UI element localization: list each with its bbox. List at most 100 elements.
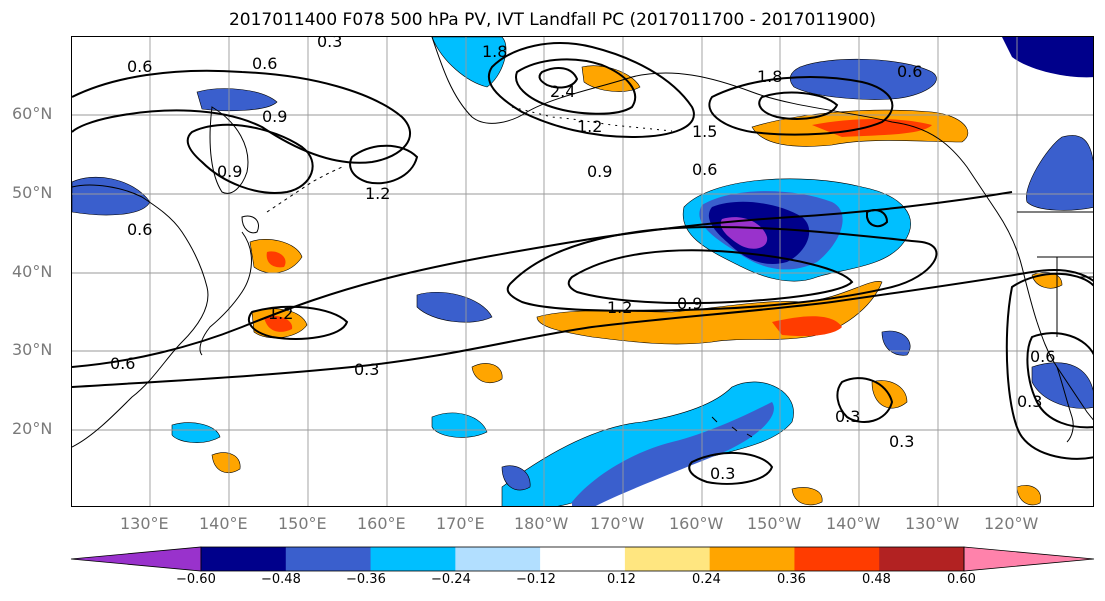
colorbar-tick-label: −0.48 bbox=[261, 572, 301, 587]
colorbar-segment bbox=[201, 547, 287, 571]
colorbar-segment-max bbox=[963, 546, 1095, 572]
contour-label: 0.9 bbox=[262, 107, 287, 126]
colorbar-tick-label: −0.12 bbox=[516, 572, 556, 587]
colorbar-tick-label: −0.24 bbox=[431, 572, 471, 587]
contour-label: 0.3 bbox=[354, 360, 379, 379]
contour-0.9-loop bbox=[506, 225, 938, 312]
contour-label: 1.8 bbox=[757, 67, 782, 86]
contour-label: 0.9 bbox=[677, 294, 702, 313]
border-states bbox=[1037, 256, 1093, 337]
lon-label-160w: 160°W bbox=[669, 514, 724, 533]
contour-north-swirl bbox=[487, 42, 695, 139]
map-panel: 0.3 0.6 0.6 0.9 1.8 2.4 1.2 1.8 1.5 0.6 … bbox=[71, 36, 1094, 507]
colorbar-tick-label: 0.60 bbox=[947, 572, 976, 587]
colorbar-segment bbox=[624, 547, 711, 571]
contour-alaska-ring bbox=[708, 76, 894, 136]
lon-label-150w: 150°W bbox=[747, 514, 802, 533]
neg-area-ne bbox=[1002, 37, 1093, 78]
pos-area-central-red bbox=[772, 316, 842, 337]
colorbar-segment bbox=[879, 547, 965, 571]
neg-area-west bbox=[72, 176, 151, 216]
contour-east-ring-inner bbox=[1026, 332, 1093, 429]
contour-label: 0.9 bbox=[587, 162, 612, 181]
contour-0.3-south bbox=[72, 269, 1093, 388]
contour-east-ring bbox=[1005, 272, 1093, 460]
coast-kurils bbox=[266, 166, 343, 213]
lon-label-130e: 130°E bbox=[120, 514, 169, 533]
coast-hawaii bbox=[711, 416, 753, 438]
contour-s-loop bbox=[688, 451, 774, 485]
pos-area-far-right bbox=[1016, 485, 1041, 506]
colorbar-segment bbox=[794, 547, 880, 571]
contour-label: 0.6 bbox=[897, 62, 922, 81]
contour-label: 0.3 bbox=[317, 37, 342, 51]
lat-label-20n: 20°N bbox=[12, 419, 53, 438]
lat-label-40n: 40°N bbox=[12, 262, 53, 281]
pos-area-north bbox=[581, 65, 641, 92]
colorbar-tick-label: 0.36 bbox=[777, 572, 806, 587]
colorbar-segments bbox=[70, 546, 1095, 572]
colorbar-segment bbox=[455, 547, 541, 571]
contour-label: 1.2 bbox=[577, 117, 602, 136]
pos-area-south-left bbox=[211, 452, 241, 473]
colorbar-tick-label: −0.36 bbox=[346, 572, 386, 587]
lat-label-30n: 30°N bbox=[12, 340, 53, 359]
neg-area-south-blob bbox=[501, 465, 531, 491]
pos-area-south-right bbox=[791, 487, 823, 506]
colorbar bbox=[70, 546, 1095, 572]
lon-label-170w: 170°W bbox=[590, 514, 645, 533]
contour-label: 0.9 bbox=[217, 162, 242, 181]
contour-label: 0.6 bbox=[127, 57, 152, 76]
neg-area-kuril bbox=[196, 88, 278, 112]
lon-label-140w: 140°W bbox=[826, 514, 881, 533]
colorbar-segment-min bbox=[70, 546, 202, 572]
contour-label: 0.6 bbox=[127, 220, 152, 239]
colorbar-segment bbox=[370, 547, 456, 571]
coast-hokkaido bbox=[241, 215, 259, 234]
contour-label: 0.6 bbox=[252, 54, 277, 73]
contour-label: 2.4 bbox=[550, 82, 575, 101]
neg-area-south-diag-mid bbox=[572, 402, 774, 506]
contour-west-0.9 bbox=[186, 123, 314, 194]
colorbar-segment bbox=[709, 547, 795, 571]
plot-title: 2017011400 F078 500 hPa PV, IVT Landfall… bbox=[228, 10, 876, 30]
lon-label-130w: 130°W bbox=[905, 514, 960, 533]
colorbar-segment bbox=[540, 547, 626, 571]
colorbar-tick-label: 0.12 bbox=[607, 572, 636, 587]
pos-area-japan-east-red bbox=[264, 315, 293, 332]
colorbar-outline bbox=[200, 546, 965, 572]
contour-label: 0.6 bbox=[110, 354, 135, 373]
contour-se-loop bbox=[836, 377, 894, 423]
contour-label: 0.6 bbox=[1030, 347, 1055, 366]
pos-area-japan-north-red bbox=[266, 251, 286, 268]
contour-label-layer: 0.3 0.6 0.6 0.9 1.8 2.4 1.2 1.8 1.5 0.6 … bbox=[110, 37, 1055, 483]
neg-area-alaska bbox=[789, 58, 937, 100]
neg-area-nw-coast bbox=[1026, 135, 1093, 211]
lat-label-60n: 60°N bbox=[12, 104, 53, 123]
contour-west-0.6 bbox=[72, 69, 412, 164]
contour-north-swirl-inner bbox=[515, 58, 637, 115]
contour-label: 0.6 bbox=[692, 160, 717, 179]
coast-kamchatka bbox=[209, 106, 249, 194]
lon-label-170e: 170°E bbox=[436, 514, 485, 533]
pos-area-south-blob bbox=[471, 363, 503, 383]
pv-contours bbox=[72, 42, 1093, 485]
contour-1.2-loop bbox=[567, 249, 854, 305]
neg-area-midpac bbox=[416, 291, 493, 323]
contour-label: 1.2 bbox=[268, 304, 293, 323]
neg-area-se-blob bbox=[881, 330, 911, 356]
contour-label: 1.8 bbox=[482, 42, 507, 61]
lon-label-160e: 160°E bbox=[357, 514, 406, 533]
contour-bering-inner bbox=[349, 144, 419, 185]
lon-label-180w: 180°W bbox=[514, 514, 569, 533]
neg-area-bering bbox=[431, 37, 507, 88]
contour-label: 1.2 bbox=[607, 298, 632, 317]
colorbar-tick-label: 0.48 bbox=[862, 572, 891, 587]
colorbar-segment bbox=[285, 547, 372, 571]
colorbar-tick-label: −0.60 bbox=[176, 572, 216, 587]
lat-label-50n: 50°N bbox=[12, 183, 53, 202]
coastlines bbox=[72, 37, 1093, 448]
contour-north-swirl-core bbox=[538, 66, 579, 89]
contour-1.2-japan bbox=[247, 305, 349, 340]
contour-small-c bbox=[866, 209, 889, 228]
